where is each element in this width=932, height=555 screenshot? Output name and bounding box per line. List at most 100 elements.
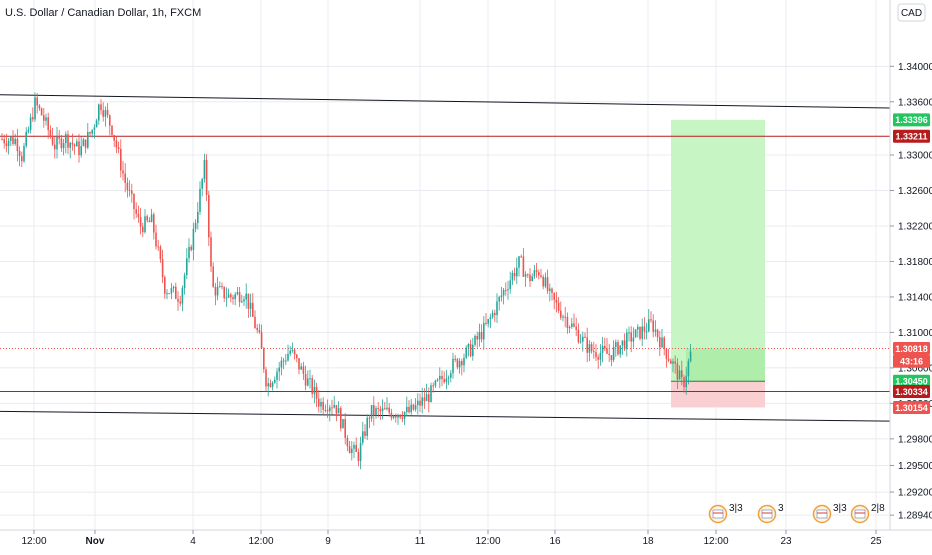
candle-body xyxy=(139,217,142,227)
candle xyxy=(579,334,582,344)
event-flag-icon[interactable]: 3 xyxy=(757,503,785,524)
candle xyxy=(359,436,362,470)
candle-body xyxy=(230,294,232,298)
profit-zone xyxy=(671,119,765,382)
candle-body xyxy=(29,117,32,130)
candle-body xyxy=(302,366,305,374)
candle-body xyxy=(612,347,615,361)
candle xyxy=(348,440,351,454)
candle xyxy=(234,291,236,306)
candle-body xyxy=(687,361,690,377)
event-flag-icon[interactable]: 2|8 xyxy=(850,503,886,524)
candle xyxy=(544,272,547,289)
candle-body xyxy=(505,289,507,291)
candle xyxy=(590,341,593,354)
candle xyxy=(430,382,432,403)
candle-body xyxy=(73,144,76,147)
candle-body xyxy=(564,316,566,318)
candle-body xyxy=(412,404,415,410)
candle-body xyxy=(573,323,575,327)
candle xyxy=(133,193,135,220)
candle xyxy=(355,437,357,453)
candle-body xyxy=(388,407,390,413)
candle xyxy=(672,358,674,373)
candle-body xyxy=(104,109,107,117)
candle xyxy=(379,405,382,420)
candle xyxy=(324,404,327,413)
event-flag-icon[interactable]: 3|3 xyxy=(812,503,848,524)
candle-body xyxy=(199,188,201,212)
candle xyxy=(47,112,49,139)
candle xyxy=(346,435,349,452)
flag-icon xyxy=(761,509,773,519)
candle xyxy=(93,124,96,139)
candle xyxy=(683,374,685,393)
candle xyxy=(643,317,646,340)
candle-body xyxy=(304,373,307,386)
candle-body xyxy=(408,406,410,413)
event-flag-icon[interactable]: 3|3 xyxy=(708,503,744,524)
candle xyxy=(60,135,63,152)
candle-body xyxy=(549,288,551,291)
candle xyxy=(139,207,142,235)
candle-body xyxy=(659,337,661,348)
candle-body xyxy=(326,409,329,412)
candle-body xyxy=(601,345,604,353)
currency-button[interactable]: CAD xyxy=(897,3,926,22)
candle-body xyxy=(496,301,498,316)
candle xyxy=(417,393,419,415)
candle xyxy=(34,92,36,122)
candle-body xyxy=(43,115,45,121)
candle xyxy=(353,441,355,459)
candle-body xyxy=(516,267,518,277)
candle xyxy=(150,208,153,223)
time-axis[interactable]: 12:00 Nov 4 12:00 9 11 12:00 16 18 12:00 23 25 xyxy=(21,530,882,547)
candle-body xyxy=(183,275,186,288)
candle xyxy=(582,331,584,352)
candle-body xyxy=(425,394,428,402)
candle-body xyxy=(344,419,346,438)
candle xyxy=(282,357,285,369)
candle xyxy=(509,271,511,294)
candle xyxy=(27,126,30,134)
candle-body xyxy=(685,376,687,388)
candle-body xyxy=(619,345,621,355)
candle xyxy=(606,338,608,354)
economic-events[interactable]: 3|3 3 3|3 2|8 xyxy=(708,503,886,524)
candle xyxy=(555,292,558,313)
event-count-label: 2|8 xyxy=(871,503,885,514)
candle xyxy=(54,136,56,159)
candle-body xyxy=(71,142,74,145)
candle-body xyxy=(161,259,164,278)
trend-line[interactable] xyxy=(0,410,891,422)
candle xyxy=(62,138,65,156)
candle-body xyxy=(205,160,208,195)
candle-body xyxy=(421,397,423,406)
flag-icon xyxy=(816,509,828,519)
candle xyxy=(494,309,496,322)
candle xyxy=(21,151,23,168)
candle-body xyxy=(474,336,476,345)
candle-body xyxy=(109,115,111,126)
candle-body xyxy=(157,246,159,248)
candle xyxy=(76,138,78,147)
candle xyxy=(399,414,401,420)
candle-body xyxy=(634,329,637,338)
candle xyxy=(300,363,302,370)
candle xyxy=(29,113,32,134)
candle xyxy=(161,249,164,284)
candle-body xyxy=(45,117,47,121)
candle-body xyxy=(194,223,197,229)
trend-line[interactable] xyxy=(0,94,891,109)
price-axis[interactable]: 1.34000 1.33600 1.33000 1.32600 1.32200 1.318… xyxy=(890,62,932,522)
candle xyxy=(564,306,566,328)
candle-body xyxy=(335,405,338,414)
candle xyxy=(639,326,641,341)
candle-body xyxy=(117,147,120,149)
candle xyxy=(131,183,133,203)
candle-body xyxy=(637,326,639,330)
candle xyxy=(641,318,643,347)
candle-body xyxy=(491,312,494,318)
y-tick-label: 1.33600 xyxy=(898,97,932,108)
candle xyxy=(155,224,157,250)
